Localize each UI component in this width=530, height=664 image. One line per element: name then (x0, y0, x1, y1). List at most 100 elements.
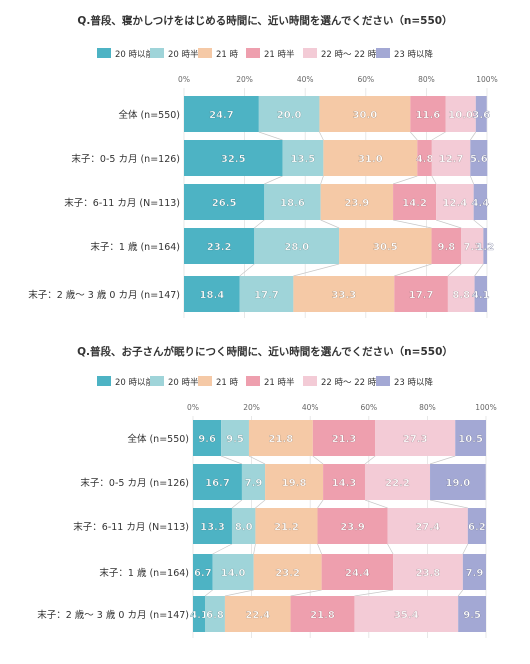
data-label: 18.6 (280, 198, 305, 209)
bar-segment (184, 184, 265, 220)
legend-label: 23 時以降 (394, 377, 434, 388)
connector-line (231, 499, 243, 509)
data-label: 23.2 (207, 242, 232, 253)
data-label: 21.8 (269, 434, 294, 445)
data-label: 9.5 (226, 434, 244, 445)
legend-label: 22 時～ 22 時半 (321, 377, 385, 388)
bar-segment (258, 96, 320, 132)
x-tick-label: 40% (297, 75, 314, 84)
bar-segment (364, 464, 431, 500)
chart-2: Q.普段、お子さんが眠りにつく時間に、近い時間を選んでください（n=550） 20… (37, 345, 497, 638)
connector-line (410, 131, 418, 141)
connector-line (470, 175, 474, 185)
legend-swatch (303, 48, 317, 58)
bar-segment (436, 184, 474, 220)
bar-segment (193, 596, 206, 632)
bar-segment (393, 184, 437, 220)
bar-segment (264, 184, 321, 220)
legend-swatch (246, 48, 260, 58)
data-label: 31.0 (358, 154, 383, 165)
connector-line (224, 589, 254, 597)
bar-segment (193, 420, 222, 456)
bar-segment (394, 276, 448, 312)
connector-line (392, 175, 418, 185)
legend-label: 23 時以降 (394, 49, 434, 60)
connector-line (457, 589, 464, 597)
data-label: 33.3 (331, 290, 356, 301)
data-label: 19.8 (282, 478, 307, 489)
data-label: 9.5 (463, 610, 481, 621)
bar-segment (447, 276, 475, 312)
data-label: 21.8 (310, 610, 335, 621)
x-tick-label: 0% (187, 403, 199, 412)
x-tick-label: 60% (357, 75, 374, 84)
category-label: 末子：1 歳 (n=164) (99, 567, 189, 579)
legend-label: 20 時半 (168, 49, 199, 60)
connector-line (387, 543, 394, 555)
bar-segment (253, 554, 322, 590)
legend-swatch (97, 48, 111, 58)
connector-line (204, 589, 213, 597)
data-label: 23.2 (275, 568, 300, 579)
bar-segment (430, 464, 486, 500)
data-label: 8.8 (452, 290, 470, 301)
legend-label: 20 時半 (168, 377, 199, 388)
data-label: 10.5 (458, 434, 483, 445)
connector-line (429, 499, 468, 509)
category-label: 末子：6-11 カ月 (N=113) (73, 521, 189, 533)
bar-segment (445, 96, 476, 132)
data-label: 9.6 (198, 434, 216, 445)
legend-swatch (303, 376, 317, 386)
data-label: 7.3 (463, 242, 481, 253)
connector-line (317, 499, 324, 509)
data-label: 14.0 (221, 568, 246, 579)
chart-title: Q.普段、お子さんが眠りにつく時間に、近い時間を選んでください（n=550） (77, 345, 453, 358)
bar-segment (455, 420, 486, 456)
bar-segment (323, 140, 418, 176)
data-label: 20.0 (277, 110, 302, 121)
bar-segment (239, 276, 294, 312)
data-label: 21.3 (332, 434, 357, 445)
data-label: 24.4 (345, 568, 370, 579)
connector-line (392, 219, 432, 229)
legend-label: 22 時～ 22 時半 (321, 49, 385, 60)
bar-segment (431, 140, 471, 176)
connector-line (248, 455, 266, 465)
data-label: 32.5 (221, 154, 246, 165)
chart-1: Q.普段、寝かしつけをはじめる時間に、近い時間を選んでください（n=550） 20… (28, 14, 498, 318)
connector-line (474, 263, 484, 277)
bar-segment (321, 554, 394, 590)
bar-segment (417, 140, 432, 176)
bar-segment (461, 228, 484, 264)
bar-segment (184, 96, 259, 132)
data-label: 23.9 (345, 198, 370, 209)
connector-line (317, 543, 322, 555)
connector-line (431, 175, 437, 185)
connector-line (364, 455, 376, 465)
connector-line (470, 131, 477, 141)
bar-segment (221, 420, 249, 456)
data-label: 17.7 (254, 290, 279, 301)
connector-line (290, 589, 322, 597)
bar-segment (473, 184, 487, 220)
chart-title: Q.普段、寝かしつけをはじめる時間に、近い時間を選んでください（n=550） (77, 14, 452, 27)
legend-swatch (97, 376, 111, 386)
category-label: 末子：2 歳～ 3 歳 0 カ月 (n=147) (37, 609, 189, 621)
data-label: 8.0 (235, 522, 253, 533)
bar-segment (467, 508, 486, 544)
bar-segment (319, 96, 411, 132)
data-label: 4.1 (472, 290, 490, 301)
connector-line (364, 499, 388, 509)
data-label: 28.0 (284, 242, 309, 253)
x-tick-label: 20% (243, 403, 260, 412)
connector-line (447, 263, 462, 277)
data-label: 24.7 (209, 110, 234, 121)
connector-line (435, 219, 462, 229)
bar-segment (320, 184, 394, 220)
x-tick-label: 40% (302, 403, 319, 412)
legend-label: 20 時以前 (115, 49, 155, 60)
bar-segment (312, 420, 376, 456)
data-label: 26.5 (212, 198, 237, 209)
data-label: 22.4 (245, 610, 270, 621)
